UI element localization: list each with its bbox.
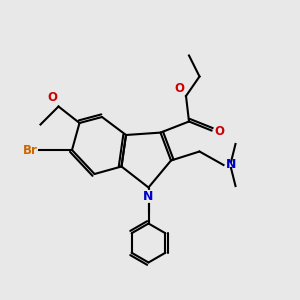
Text: N: N — [226, 158, 236, 172]
Text: Br: Br — [22, 143, 38, 157]
Text: O: O — [214, 125, 224, 139]
Text: O: O — [47, 91, 57, 104]
Text: O: O — [174, 82, 184, 95]
Text: N: N — [143, 190, 154, 203]
